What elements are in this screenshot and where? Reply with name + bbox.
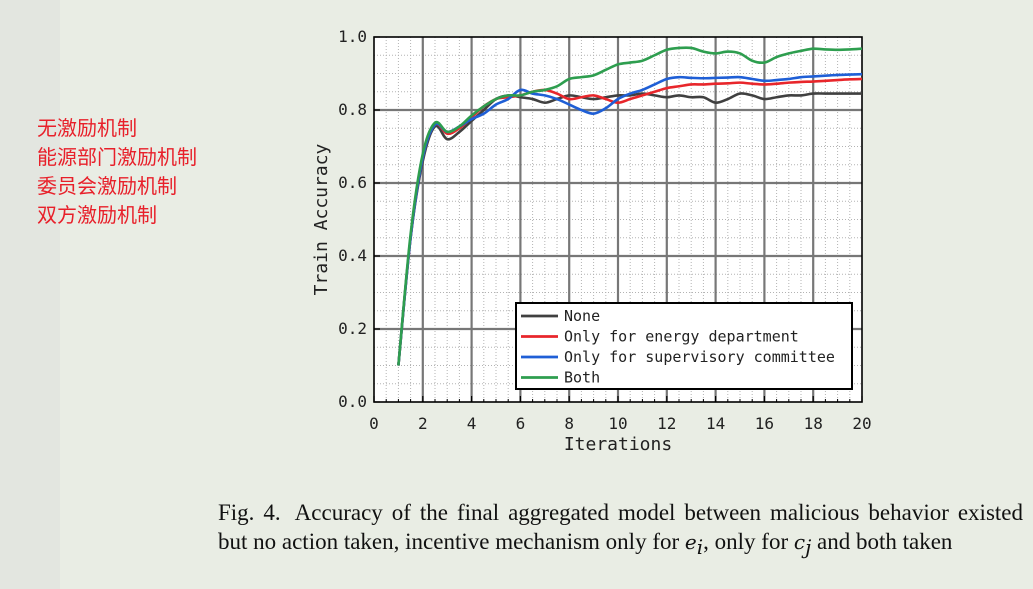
- legend-box: [515, 302, 853, 390]
- y-tick-label: 0.8: [338, 100, 367, 119]
- caption-var-2: c: [793, 529, 806, 554]
- x-tick-label: 2: [418, 414, 428, 433]
- y-tick-label: 0.4: [338, 246, 367, 265]
- x-tick-label: 10: [608, 414, 627, 433]
- y-tick-label: 0.6: [338, 173, 367, 192]
- annotation-energy: 能源部门激励机制: [37, 145, 197, 169]
- x-tick-label: 8: [564, 414, 574, 433]
- x-tick-label: 20: [852, 414, 871, 433]
- x-tick-label: 0: [369, 414, 379, 433]
- x-tick-label: 6: [516, 414, 526, 433]
- caption-fig-label: Fig. 4.: [218, 500, 281, 525]
- y-tick-label: 1.0: [338, 27, 367, 46]
- legend-label-3: Both: [564, 369, 600, 387]
- legend-label-0: None: [564, 307, 600, 325]
- annotation-none: 无激励机制: [37, 116, 137, 140]
- annotation-committee: 委员会激励机制: [37, 174, 177, 198]
- y-tick-label: 0.0: [338, 392, 367, 411]
- x-tick-label: 14: [706, 414, 725, 433]
- figure-caption: Fig. 4. Accuracy of the final aggregated …: [218, 499, 1023, 564]
- caption-var-1: e: [684, 529, 697, 554]
- x-axis-label: Iterations: [564, 434, 672, 455]
- caption-sub-2: j: [805, 535, 812, 560]
- caption-sub-1: i: [696, 535, 704, 560]
- caption-text-3: and both taken: [811, 528, 953, 554]
- caption-text-1: Accuracy of the final aggregated model b…: [218, 500, 1023, 554]
- left-margin-strip: [0, 0, 60, 589]
- x-tick-label: 18: [804, 414, 823, 433]
- y-tick-label: 0.2: [338, 319, 367, 338]
- series-line-3: [397, 46, 863, 366]
- annotation-both: 双方激励机制: [37, 203, 157, 227]
- legend-label-2: Only for supervisory committee: [564, 348, 835, 366]
- chinese-annotations: 无激励机制 能源部门激励机制 委员会激励机制 双方激励机制: [37, 114, 197, 230]
- caption-text-2: , only for: [703, 528, 794, 554]
- x-tick-label: 12: [657, 414, 676, 433]
- x-tick-label: 4: [467, 414, 477, 433]
- x-tick-label: 16: [755, 414, 774, 433]
- series-line-2: [397, 72, 863, 366]
- legend-label-1: Only for energy department: [564, 328, 799, 346]
- y-axis-label: Train Accuracy: [311, 143, 332, 295]
